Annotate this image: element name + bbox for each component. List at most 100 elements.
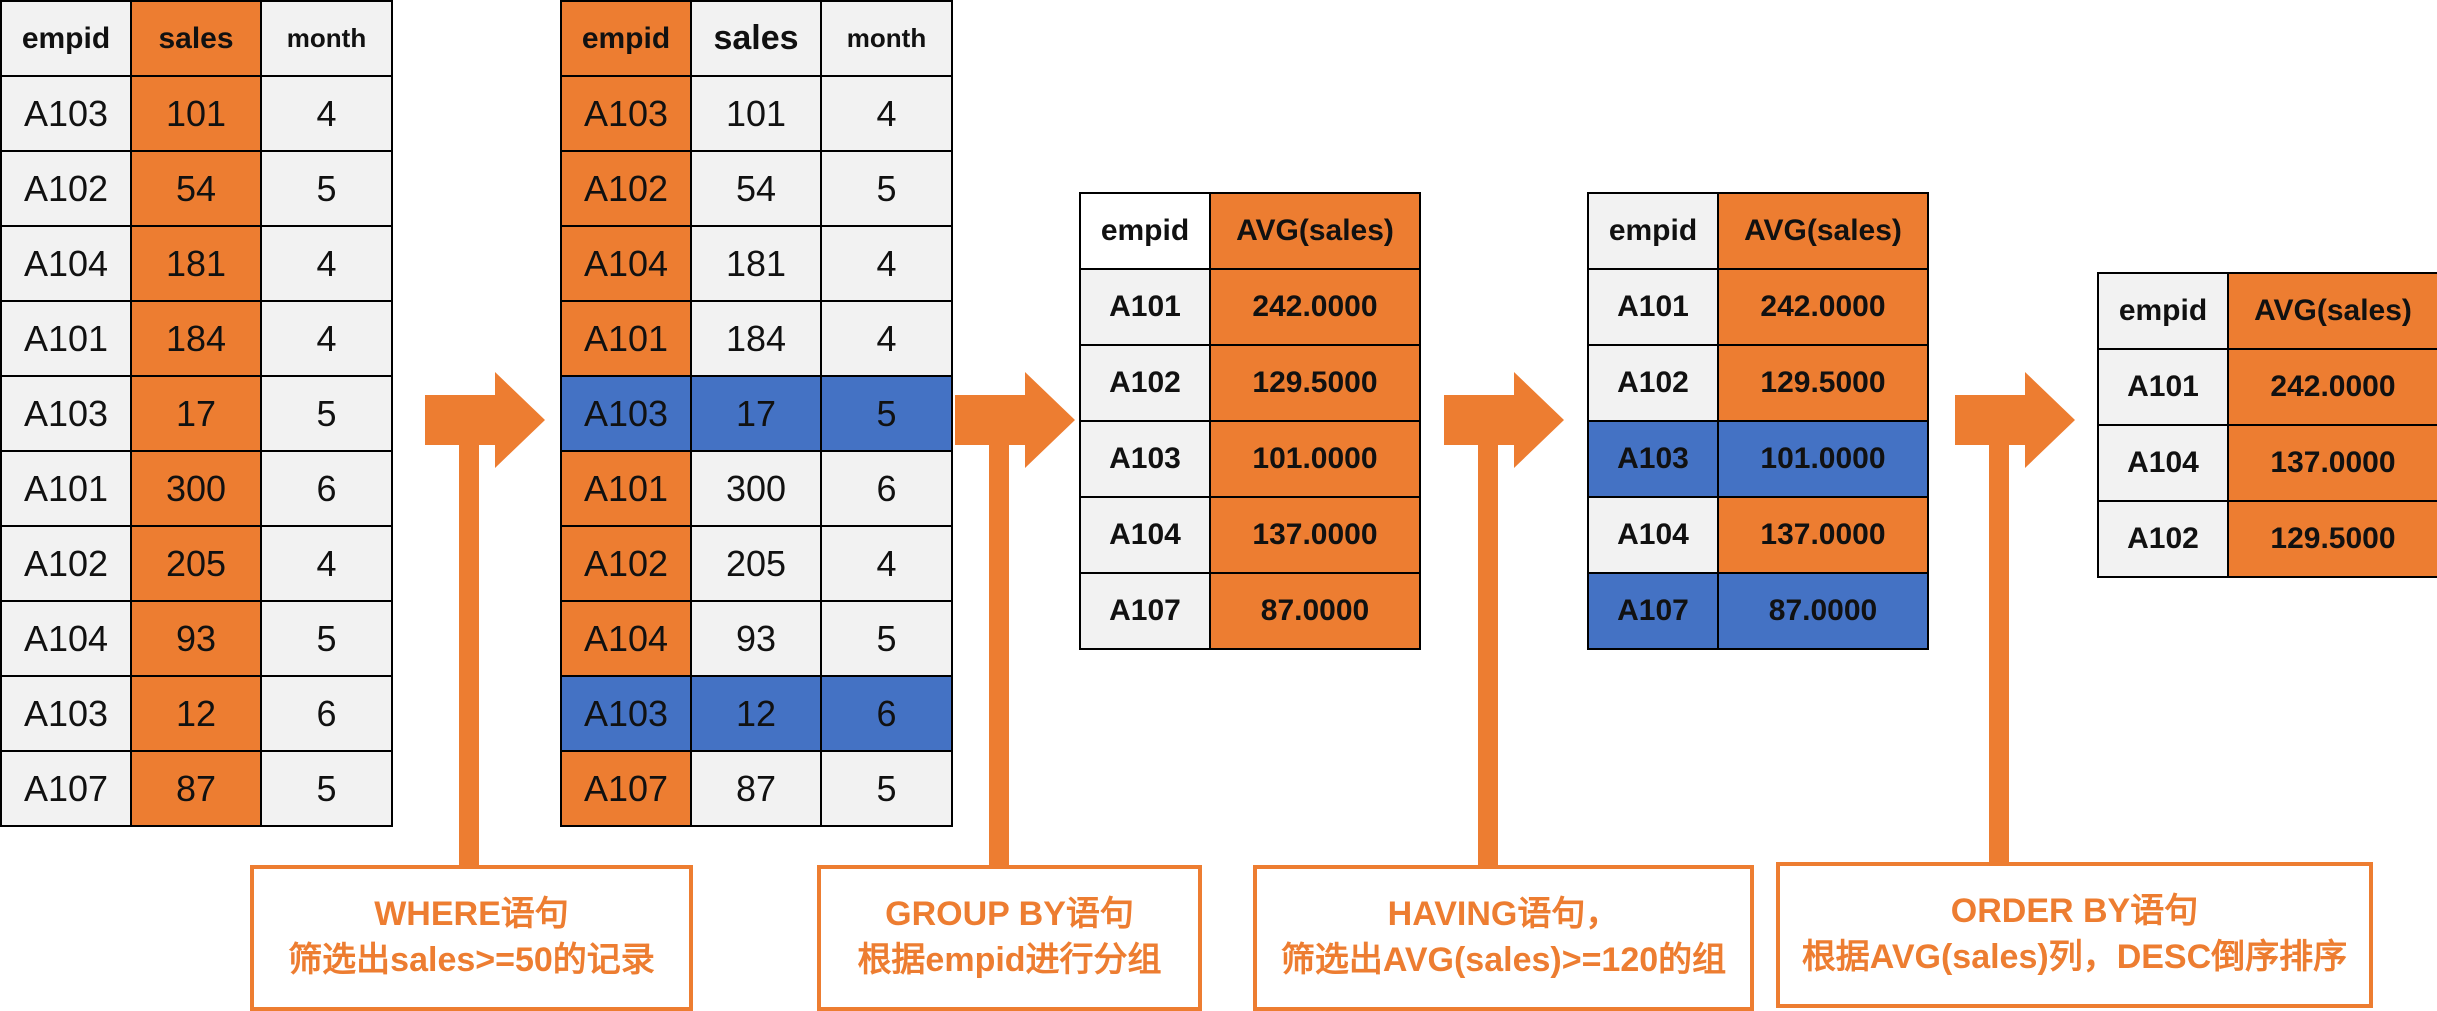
sales-cell: 300 <box>690 450 822 527</box>
header-month: month <box>820 0 953 77</box>
table-row: A107 87.0000 <box>1079 572 1421 650</box>
sales-cell: 101 <box>130 75 262 152</box>
table-row: A103 12 6 <box>0 675 393 752</box>
table-row: A101 300 6 <box>560 450 953 527</box>
table-row: A101 242.0000 <box>2097 348 2437 426</box>
where-result-table: empid sales month A103 101 4 A102 54 5 A104 1… <box>560 0 953 827</box>
empid-cell: A101 <box>0 450 132 527</box>
month-cell: 5 <box>820 600 953 677</box>
arrow-right-icon <box>955 372 1075 468</box>
sales-cell: 54 <box>690 150 822 227</box>
source-table: empid sales month A103 101 4 A102 54 5 A104 1… <box>0 0 393 827</box>
month-cell: 6 <box>260 675 393 752</box>
empid-cell: A104 <box>1079 496 1211 574</box>
sales-cell: 181 <box>130 225 262 302</box>
header-empid: empid <box>560 0 692 77</box>
table-header-row: empid AVG(sales) <box>1079 192 1421 270</box>
header-empid: empid <box>0 0 132 77</box>
where-step-box: WHERE语句 筛选出sales>=50的记录 <box>250 865 693 1011</box>
connector-where <box>459 445 479 865</box>
order-by-step-box: ORDER BY语句 根据AVG(sales)列，DESC倒序排序 <box>1776 862 2373 1008</box>
order-by-result-table: empid AVG(sales) A101 242.0000 A104 137.00… <box>2097 272 2437 578</box>
table-row: A104 137.0000 <box>1587 496 1929 574</box>
empid-cell: A107 <box>1587 572 1719 650</box>
arrow-right-icon <box>425 372 545 468</box>
table-row: A102 129.5000 <box>1079 344 1421 422</box>
empid-cell: A103 <box>560 675 692 752</box>
table-row: A103 17 5 <box>0 375 393 452</box>
avg-sales-cell: 242.0000 <box>2227 348 2437 426</box>
table-row: A103 101.0000 <box>1079 420 1421 498</box>
empid-cell: A103 <box>0 75 132 152</box>
empid-cell: A103 <box>0 675 132 752</box>
table-row: A104 93 5 <box>0 600 393 677</box>
table-row: A101 184 4 <box>0 300 393 377</box>
avg-sales-cell: 129.5000 <box>2227 500 2437 578</box>
sales-cell: 184 <box>690 300 822 377</box>
filtered-out-row: A103 17 5 <box>560 375 953 452</box>
empid-cell: A104 <box>2097 424 2229 502</box>
empid-cell: A102 <box>560 525 692 602</box>
sales-cell: 93 <box>690 600 822 677</box>
table-header-row: empid sales month <box>0 0 393 77</box>
group-by-step-box: GROUP BY语句 根据empid进行分组 <box>817 865 1202 1011</box>
avg-sales-cell: 87.0000 <box>1717 572 1929 650</box>
table-row: A102 54 5 <box>0 150 393 227</box>
sales-cell: 205 <box>130 525 262 602</box>
table-row: A104 181 4 <box>560 225 953 302</box>
empid-cell: A103 <box>560 375 692 452</box>
group-by-result-table: empid AVG(sales) A101 242.0000 A102 129.50… <box>1079 192 1421 650</box>
table-row: A101 300 6 <box>0 450 393 527</box>
where-step-title: WHERE语句 <box>374 895 569 933</box>
connector-order-by <box>1989 445 2009 865</box>
table-header-row: empid sales month <box>560 0 953 77</box>
having-step-desc: 筛选出AVG(sales)>=120的组 <box>1280 941 1727 979</box>
header-sales: sales <box>690 0 822 77</box>
sales-cell: 93 <box>130 600 262 677</box>
month-cell: 6 <box>260 450 393 527</box>
header-sales: sales <box>130 0 262 77</box>
having-result-table: empid AVG(sales) A101 242.0000 A102 129.50… <box>1587 192 1929 650</box>
month-cell: 5 <box>820 750 953 827</box>
month-cell: 5 <box>260 750 393 827</box>
order-by-step-desc: 根据AVG(sales)列，DESC倒序排序 <box>1801 938 2348 976</box>
avg-sales-cell: 87.0000 <box>1209 572 1421 650</box>
arrow-right-icon <box>1955 372 2075 468</box>
table-row: A107 87 5 <box>560 750 953 827</box>
table-row: A104 137.0000 <box>2097 424 2437 502</box>
header-avg-sales: AVG(sales) <box>1209 192 1421 270</box>
empid-cell: A102 <box>560 150 692 227</box>
sales-cell: 181 <box>690 225 822 302</box>
sales-cell: 12 <box>690 675 822 752</box>
table-row: A101 242.0000 <box>1079 268 1421 346</box>
month-cell: 4 <box>820 300 953 377</box>
empid-cell: A107 <box>0 750 132 827</box>
month-cell: 4 <box>820 525 953 602</box>
empid-cell: A101 <box>0 300 132 377</box>
empid-cell: A107 <box>1079 572 1211 650</box>
avg-sales-cell: 101.0000 <box>1717 420 1929 498</box>
group-by-step-desc: 根据empid进行分组 <box>857 941 1162 979</box>
table-row: A104 181 4 <box>0 225 393 302</box>
header-empid: empid <box>2097 272 2229 350</box>
empid-cell: A103 <box>560 75 692 152</box>
month-cell: 5 <box>260 150 393 227</box>
filtered-out-row: A103 101.0000 <box>1587 420 1929 498</box>
month-cell: 5 <box>260 375 393 452</box>
month-cell: 4 <box>260 225 393 302</box>
avg-sales-cell: 129.5000 <box>1209 344 1421 422</box>
empid-cell: A101 <box>1587 268 1719 346</box>
empid-cell: A103 <box>0 375 132 452</box>
sales-cell: 54 <box>130 150 262 227</box>
order-by-step-title: ORDER BY语句 <box>1950 892 2199 930</box>
table-row: A101 242.0000 <box>1587 268 1929 346</box>
empid-cell: A101 <box>2097 348 2229 426</box>
table-header-row: empid AVG(sales) <box>1587 192 1929 270</box>
having-step-title: HAVING语句， <box>1387 895 1620 933</box>
month-cell: 5 <box>820 150 953 227</box>
empid-cell: A104 <box>0 225 132 302</box>
empid-cell: A104 <box>0 600 132 677</box>
sales-cell: 205 <box>690 525 822 602</box>
sales-cell: 17 <box>130 375 262 452</box>
